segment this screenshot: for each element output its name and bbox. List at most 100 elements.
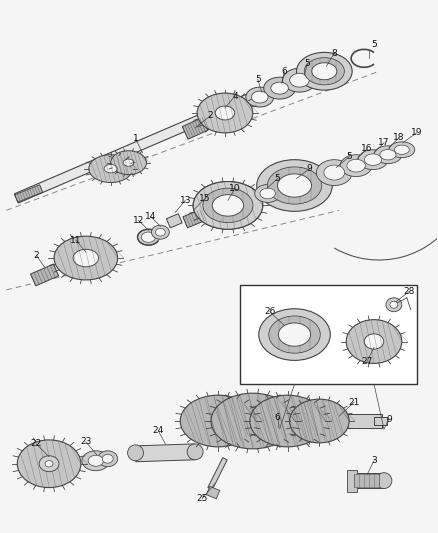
Ellipse shape	[88, 455, 103, 466]
Text: 26: 26	[264, 307, 276, 316]
Ellipse shape	[246, 87, 274, 107]
Ellipse shape	[203, 188, 253, 223]
Ellipse shape	[17, 440, 81, 488]
Text: 13: 13	[180, 196, 191, 205]
Text: 19: 19	[411, 128, 423, 138]
Text: 24: 24	[153, 426, 164, 435]
Ellipse shape	[102, 455, 113, 463]
Ellipse shape	[193, 182, 263, 229]
Ellipse shape	[364, 334, 384, 349]
Text: 21: 21	[349, 398, 360, 407]
Ellipse shape	[39, 457, 59, 471]
Ellipse shape	[257, 160, 332, 212]
Polygon shape	[349, 473, 384, 488]
Ellipse shape	[82, 451, 110, 471]
Ellipse shape	[324, 165, 345, 180]
Ellipse shape	[364, 154, 381, 165]
Polygon shape	[166, 214, 182, 228]
Ellipse shape	[152, 225, 170, 239]
Text: 11: 11	[70, 236, 81, 245]
Ellipse shape	[376, 473, 392, 489]
Polygon shape	[206, 487, 220, 499]
Ellipse shape	[193, 182, 263, 229]
Text: 2: 2	[33, 251, 39, 260]
Ellipse shape	[278, 174, 311, 197]
Ellipse shape	[211, 393, 294, 449]
Polygon shape	[354, 474, 379, 487]
Ellipse shape	[39, 456, 59, 472]
Polygon shape	[31, 264, 59, 286]
Text: 22: 22	[31, 439, 42, 448]
Text: 8: 8	[332, 49, 337, 58]
Ellipse shape	[269, 316, 320, 353]
Ellipse shape	[358, 150, 388, 169]
Text: 17: 17	[378, 138, 390, 147]
Ellipse shape	[197, 93, 253, 133]
Ellipse shape	[187, 444, 203, 460]
Ellipse shape	[380, 150, 396, 160]
Polygon shape	[208, 458, 227, 490]
Ellipse shape	[212, 195, 244, 216]
Text: 27: 27	[361, 357, 373, 366]
Ellipse shape	[264, 77, 296, 99]
Ellipse shape	[89, 155, 133, 182]
Ellipse shape	[346, 320, 402, 364]
Ellipse shape	[312, 63, 337, 80]
Ellipse shape	[316, 160, 352, 185]
Ellipse shape	[255, 184, 281, 203]
Polygon shape	[182, 118, 208, 139]
Text: 5: 5	[346, 152, 352, 161]
Ellipse shape	[127, 445, 144, 461]
Ellipse shape	[54, 236, 118, 280]
Text: 14: 14	[145, 212, 156, 221]
Text: 2: 2	[207, 111, 213, 120]
Ellipse shape	[250, 395, 325, 447]
Bar	[240, 285, 417, 384]
Ellipse shape	[279, 323, 311, 346]
Ellipse shape	[138, 229, 159, 245]
Ellipse shape	[304, 58, 344, 85]
Ellipse shape	[260, 188, 276, 199]
Text: 23: 23	[80, 438, 92, 446]
Polygon shape	[183, 210, 205, 228]
Ellipse shape	[180, 395, 256, 447]
Ellipse shape	[215, 106, 235, 120]
Text: 3: 3	[371, 456, 377, 465]
Polygon shape	[374, 417, 387, 425]
Text: 5: 5	[275, 174, 280, 183]
Ellipse shape	[283, 68, 316, 92]
Polygon shape	[15, 185, 42, 202]
Polygon shape	[14, 94, 250, 203]
Ellipse shape	[389, 142, 415, 158]
Text: 15: 15	[199, 194, 211, 203]
Text: 28: 28	[403, 287, 414, 296]
Ellipse shape	[386, 298, 402, 312]
Ellipse shape	[141, 232, 155, 243]
Text: 6: 6	[282, 67, 287, 76]
Text: 5: 5	[304, 59, 310, 68]
Ellipse shape	[267, 167, 321, 204]
Ellipse shape	[297, 52, 352, 90]
Ellipse shape	[73, 249, 99, 267]
Text: 5: 5	[371, 40, 377, 49]
Text: 9: 9	[307, 164, 312, 173]
Text: 25: 25	[196, 494, 208, 503]
Polygon shape	[135, 444, 195, 462]
Ellipse shape	[45, 461, 53, 467]
Text: 1: 1	[133, 134, 138, 143]
Text: 12: 12	[133, 216, 144, 225]
Ellipse shape	[340, 155, 372, 176]
Ellipse shape	[251, 91, 268, 103]
Ellipse shape	[123, 159, 134, 166]
Text: 18: 18	[393, 133, 405, 142]
Ellipse shape	[271, 82, 288, 94]
Text: 9: 9	[386, 415, 392, 424]
Polygon shape	[347, 470, 357, 491]
Ellipse shape	[259, 309, 330, 360]
Ellipse shape	[98, 451, 118, 467]
Polygon shape	[185, 410, 198, 432]
Ellipse shape	[347, 159, 365, 172]
Text: 10: 10	[229, 184, 240, 193]
Ellipse shape	[155, 229, 165, 236]
Text: 5: 5	[255, 75, 261, 84]
